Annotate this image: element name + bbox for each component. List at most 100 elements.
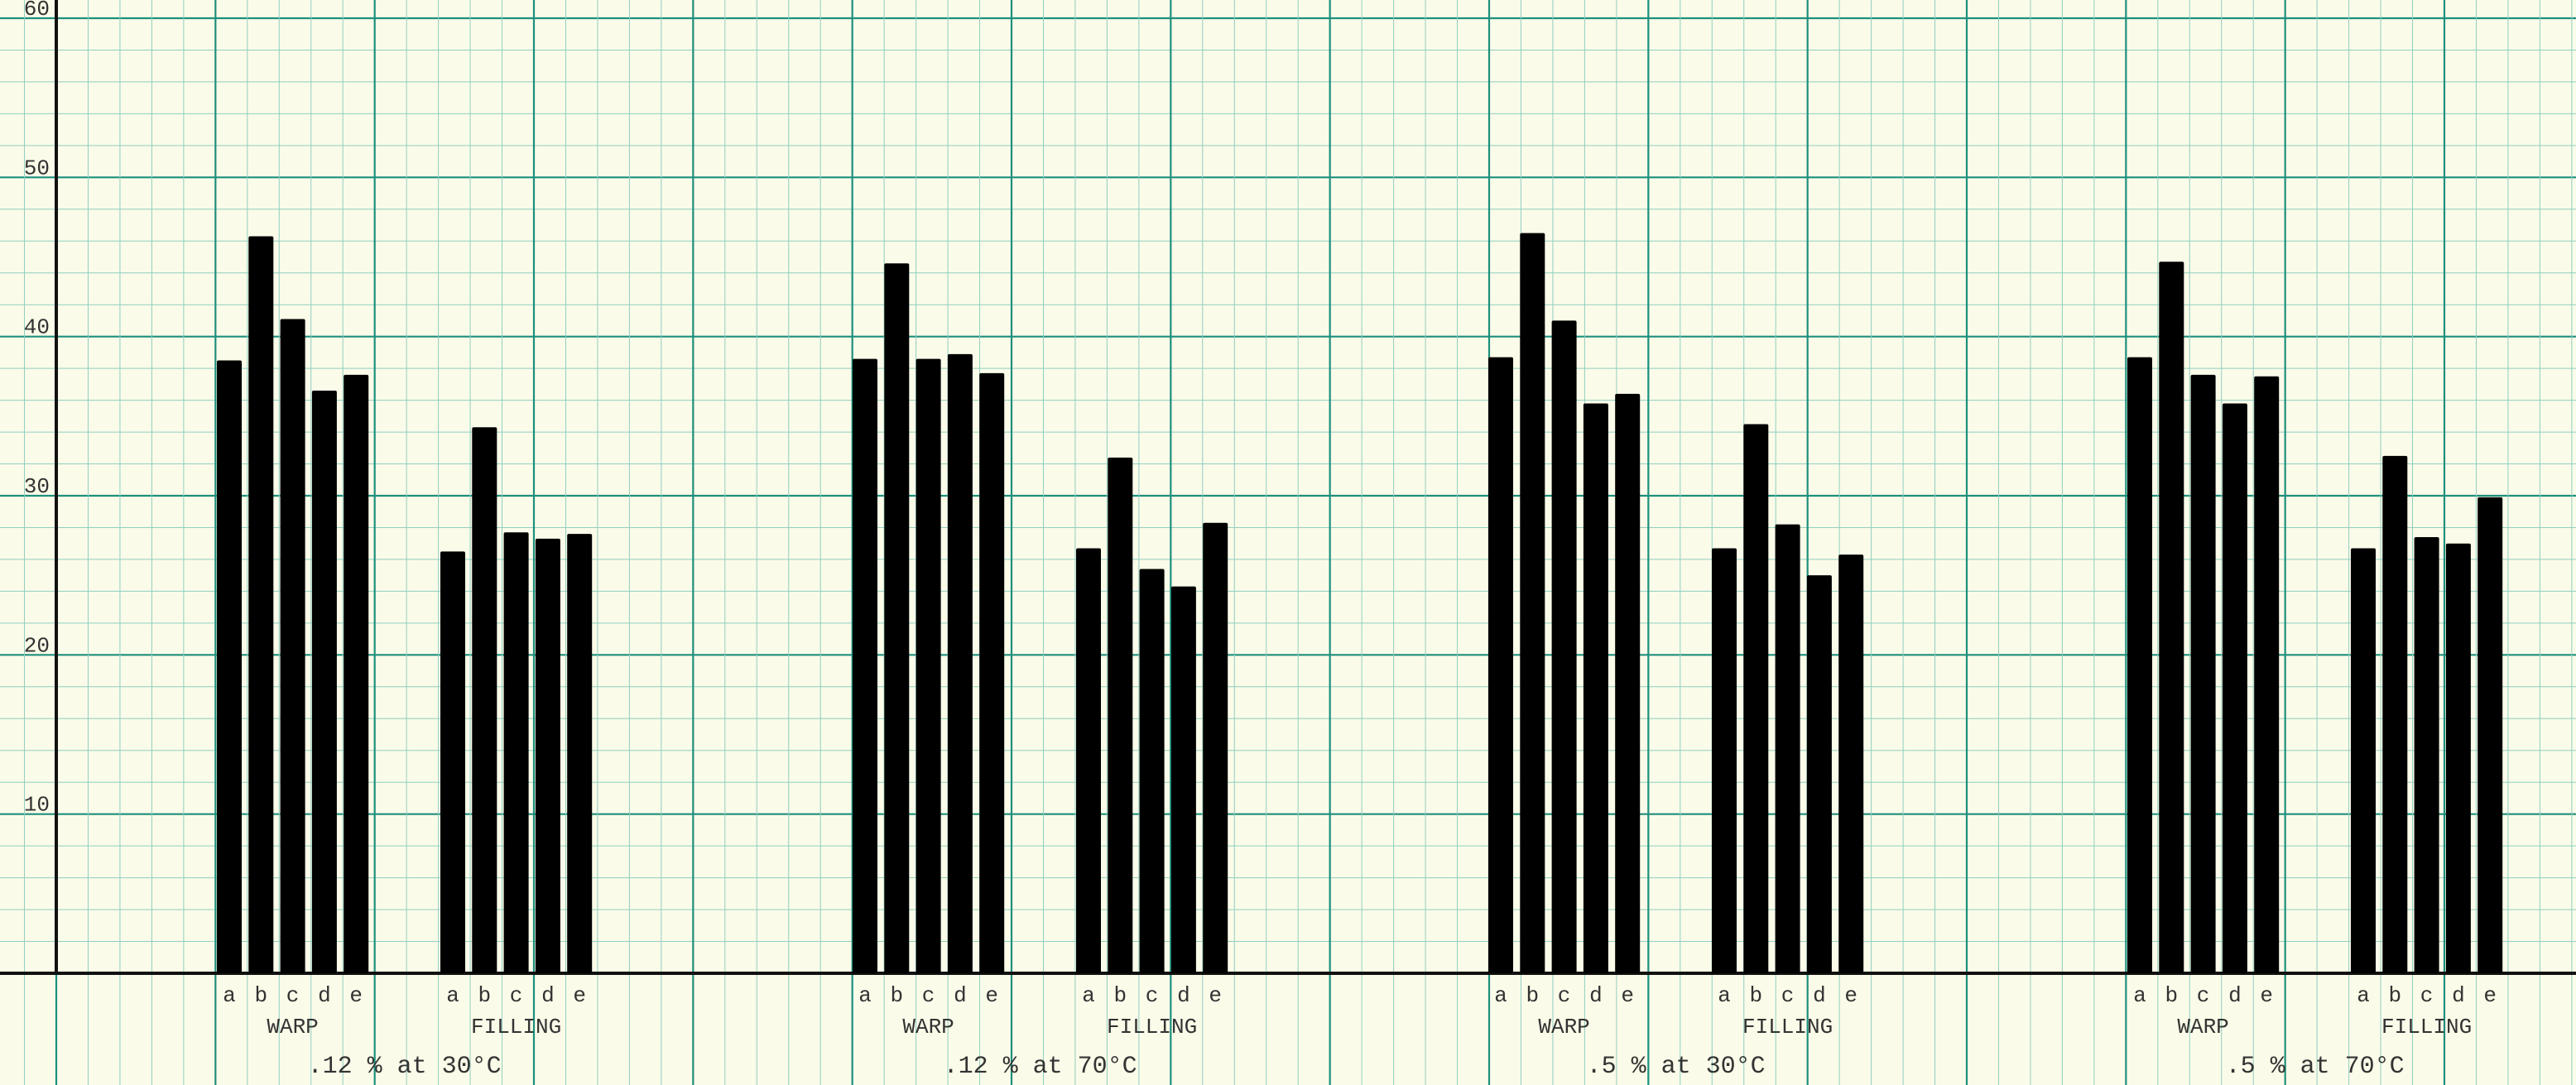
bar: [503, 532, 529, 973]
bar: [979, 372, 1005, 973]
subgroup-label: FILLING: [1742, 1015, 1833, 1039]
bar: [1488, 357, 1513, 973]
bar-category-label: b: [2165, 983, 2178, 1008]
bar-category-label: c: [1781, 983, 1795, 1008]
bar: [1139, 569, 1165, 973]
y-tick-label: 50: [24, 156, 50, 180]
bar: [2127, 357, 2152, 973]
bar-category-label: b: [254, 983, 267, 1008]
bar-category-label: a: [223, 983, 236, 1008]
bar-category-label: c: [1558, 983, 1571, 1008]
bar: [916, 358, 941, 973]
bar-category-label: a: [2357, 983, 2370, 1008]
bar-category-label: d: [318, 983, 331, 1008]
bar-category-label: e: [985, 983, 998, 1008]
group-label: .5 % at 70°C: [2226, 1053, 2405, 1081]
subgroup-label: FILLING: [2381, 1015, 2472, 1039]
subgroup-label: WARP: [267, 1015, 318, 1039]
y-tick-label: 10: [24, 793, 50, 818]
bar-category-label: a: [1082, 983, 1095, 1008]
bar: [1551, 320, 1577, 973]
bar: [2414, 537, 2439, 973]
bar-category-label: c: [2197, 983, 2210, 1008]
bar: [2254, 376, 2280, 973]
bar: [1203, 522, 1228, 973]
bar-category-label: d: [2452, 983, 2465, 1008]
bar-category-label: c: [510, 983, 523, 1008]
bar: [1712, 548, 1737, 973]
group-label: .5 % at 30°C: [1587, 1053, 1766, 1081]
bar-category-label: a: [1718, 983, 1731, 1008]
subgroup-label: FILLING: [471, 1015, 561, 1039]
bar: [248, 236, 274, 973]
bar-category-label: e: [2483, 983, 2497, 1008]
bar-category-label: c: [2420, 983, 2434, 1008]
bar-category-label: b: [1749, 983, 1762, 1008]
bar-category-label: e: [573, 983, 586, 1008]
bar: [311, 391, 337, 973]
bar: [472, 427, 497, 973]
bar: [1076, 548, 1101, 973]
bar: [1108, 457, 1133, 973]
bar: [2445, 543, 2471, 973]
bar-category-label: e: [1844, 983, 1858, 1008]
bar: [2382, 455, 2408, 973]
bar: [853, 358, 877, 973]
bar: [1583, 403, 1608, 973]
bar-category-label: a: [2133, 983, 2146, 1008]
bar: [1520, 233, 1545, 973]
bar: [1615, 393, 1641, 973]
bar-category-label: a: [446, 983, 459, 1008]
bar-category-label: c: [286, 983, 300, 1008]
subgroup-label: FILLING: [1107, 1015, 1197, 1039]
bar-category-label: b: [2388, 983, 2401, 1008]
bar-category-label: d: [954, 983, 967, 1008]
group-label: .12 % at 30°C: [308, 1053, 502, 1081]
subgroup-label: WARP: [1538, 1015, 1589, 1039]
bar: [2159, 262, 2184, 973]
bar-category-label: b: [890, 983, 903, 1008]
bar-category-label: d: [1177, 983, 1190, 1008]
bar-category-label: b: [1113, 983, 1127, 1008]
bar: [280, 319, 305, 973]
bar: [2190, 374, 2216, 973]
bar: [2477, 497, 2503, 973]
bar: [2222, 403, 2247, 973]
bar-category-label: b: [478, 983, 491, 1008]
bar-category-label: d: [2228, 983, 2242, 1008]
bar-category-label: e: [349, 983, 363, 1008]
bar-category-label: e: [1209, 983, 1222, 1008]
bars: [217, 233, 2503, 973]
bar-category-label: d: [1589, 983, 1603, 1008]
bar-category-label: e: [1621, 983, 1634, 1008]
bar: [947, 353, 973, 973]
bar: [1170, 586, 1196, 973]
bar: [217, 360, 242, 973]
y-tick-label: 40: [24, 315, 50, 340]
bar: [567, 534, 593, 973]
bar: [535, 538, 560, 973]
bar: [1838, 555, 1864, 973]
bar: [2351, 548, 2376, 973]
bar: [884, 263, 910, 973]
bar: [440, 551, 465, 973]
bar-category-label: d: [541, 983, 555, 1008]
y-tick-label: 20: [24, 633, 50, 658]
bar: [344, 374, 369, 973]
bar-category-label: c: [1146, 983, 1159, 1008]
bar: [1775, 524, 1800, 973]
bar-category-label: b: [1526, 983, 1539, 1008]
y-tick-label: 60: [24, 0, 50, 22]
bar-category-label: c: [922, 983, 935, 1008]
subgroup-label: WARP: [902, 1015, 954, 1039]
group-label: .12 % at 70°C: [944, 1053, 1137, 1081]
subgroup-label: WARP: [2177, 1015, 2228, 1039]
bar-category-label: a: [1494, 983, 1507, 1008]
bar-category-label: a: [858, 983, 872, 1008]
bar-category-label: e: [2260, 983, 2273, 1008]
bar-category-label: d: [1813, 983, 1826, 1008]
y-tick-label: 30: [24, 474, 50, 499]
bar: [1806, 575, 1832, 973]
